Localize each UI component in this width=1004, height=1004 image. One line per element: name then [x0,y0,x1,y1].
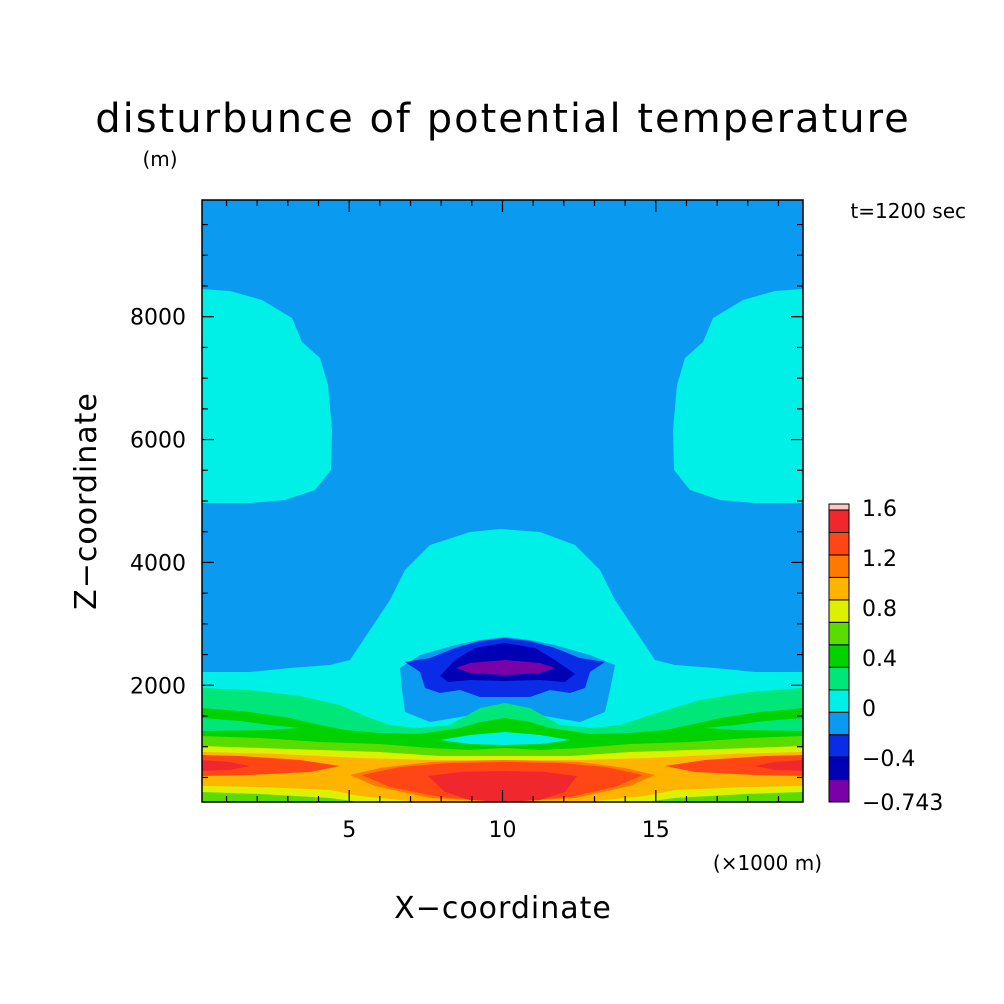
time-label: t=1200 sec [850,199,966,223]
field-left-lobe [202,289,332,503]
y-unit-label: (m) [142,147,177,171]
colorbar-swatch [828,532,850,556]
chart-title: disturbunce of potential temperature [95,96,911,142]
colorbar-label: −0.4 [862,747,915,772]
x-tick-label: 10 [489,818,517,843]
y-tick-label: 6000 [130,429,186,454]
colorbar-swatch [828,644,850,668]
colorbar-swatch [828,599,850,623]
y-tick-label: 4000 [130,551,186,576]
field-green-core-right [705,718,803,731]
field-right-lobe [673,289,803,503]
colorbar-swatch [828,666,850,691]
colorbar-label: 0.4 [862,647,897,672]
y-tick-labels: 2000 4000 6000 8000 [130,306,186,700]
field-bottom-left-band [202,776,350,790]
x-tick-label: 15 [642,818,670,843]
colorbar-label: 0 [862,697,876,722]
field-cyan-patch [440,732,570,745]
colorbar-swatch [828,711,850,736]
contour-field [202,200,803,802]
x-tick-label: 5 [342,818,356,843]
y-tick-label: 8000 [130,306,186,331]
field-center-max [428,771,577,802]
colorbar-swatch [828,734,850,758]
field-bottom-left-green [202,792,360,802]
x-tick-labels: 5 10 15 [342,818,670,843]
field-red-left-core [202,760,250,771]
y-tick-label: 2000 [130,674,186,699]
colorbar-label: 0.8 [862,597,897,622]
colorbar-labels: 1.6 1.2 0.8 0.4 0 −0.4 −0.743 [862,497,943,816]
colorbar-swatch [828,509,850,533]
field-cold-core-min [456,660,555,675]
colorbar-swatch [828,554,850,578]
colorbar-label: −0.743 [862,791,943,816]
colorbar-swatch [828,576,850,601]
colorbar-swatch [828,779,850,803]
field-red-right-core [755,760,803,771]
colorbar-cap [828,503,850,511]
colorbar-swatch [828,621,850,646]
field-bottom-right-band [655,776,803,790]
x-axis-title: X−coordinate [394,891,612,926]
field-bottom-right-green [645,792,803,802]
field-green-core [202,718,300,731]
colorbar [828,503,850,803]
colorbar-label: 1.2 [862,547,897,572]
field-red-left [202,755,340,776]
field-red-right [665,755,803,776]
axis-ticks [202,200,803,802]
colorbar-label: 1.6 [862,497,897,522]
colorbar-swatch [828,756,850,781]
x-unit-label: (×1000 m) [713,851,822,875]
colorbar-swatch [828,689,850,713]
y-axis-title: Z−coordinate [69,392,104,610]
